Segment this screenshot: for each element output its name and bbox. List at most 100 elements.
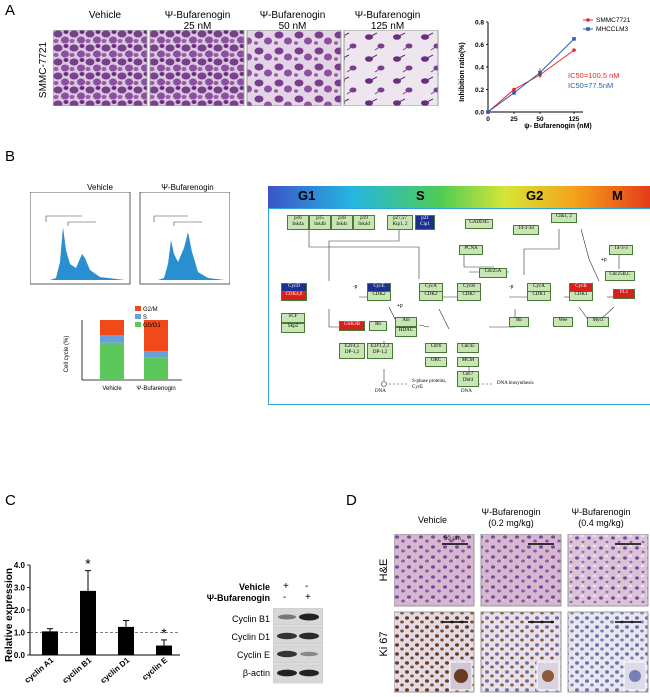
phase-m: M bbox=[612, 188, 623, 203]
phase-g2: G2 bbox=[526, 188, 544, 203]
node-hdac: HDAC bbox=[395, 327, 417, 337]
wb-bufa-lane1: - bbox=[283, 592, 287, 603]
node-e2f123: E2F1,2,3 DP-1,2 bbox=[367, 343, 393, 359]
node-cdk46: CDK4,6 bbox=[281, 291, 307, 301]
label-dna: DNA bbox=[375, 389, 386, 394]
micrograph-vehicle bbox=[53, 30, 148, 106]
row-label-text: Ki 67 bbox=[378, 631, 390, 657]
expr-ylabel: Relative expression bbox=[4, 568, 15, 662]
legend-label: SMMC7721 bbox=[596, 17, 631, 24]
series-point bbox=[512, 91, 516, 95]
legend-label: G2/M bbox=[143, 307, 158, 313]
legend-item-g2m: G2/M bbox=[135, 306, 161, 314]
node-rb: Rb bbox=[369, 321, 387, 331]
label-minus-p: -p bbox=[353, 284, 358, 290]
header-line2: 125 nM bbox=[370, 21, 405, 32]
kegg-connectors bbox=[308, 228, 623, 387]
panelA-micrographs bbox=[53, 30, 439, 106]
node-cdk1: CDK1 bbox=[527, 291, 551, 301]
line-chart-ylabel: Inhibition ratio(%) bbox=[459, 42, 466, 102]
stack-segment-G0/G1 bbox=[100, 342, 124, 380]
wb-vehicle-lane1: + bbox=[283, 581, 289, 592]
scale-bar-label: 50 μm bbox=[444, 536, 461, 542]
node-cdc45: Cdc45 bbox=[457, 343, 479, 353]
hist-title-bufa: Ψ-Bufarenogin bbox=[161, 183, 214, 192]
node-gadd45: GADD45 bbox=[465, 219, 493, 229]
cell-cycle-bar-chart: Vehicle Ψ-Bufarenogin Cell cycle (%) bbox=[64, 320, 182, 392]
histogram-vehicle bbox=[30, 192, 131, 285]
y-tick-label: 0.0 bbox=[14, 651, 26, 660]
header-line1: Ψ-Bufarenogin bbox=[164, 10, 231, 21]
y-tick-label: 3.0 bbox=[14, 584, 26, 593]
x-category-label: Ψ-Bufarenogin bbox=[136, 386, 175, 392]
stack-segment-S bbox=[144, 351, 168, 358]
bar-cyclin B1 bbox=[80, 590, 96, 655]
node-orc: ORC bbox=[425, 357, 447, 367]
node-p19: p19 Ink4d bbox=[353, 215, 375, 230]
x-category-label: cyclin E bbox=[140, 655, 169, 682]
label-plus-p: +p bbox=[397, 303, 403, 309]
significance-star: * bbox=[161, 625, 167, 641]
ic50-red: IC50=100.5 nM bbox=[568, 71, 620, 80]
series-point bbox=[572, 48, 576, 52]
stack-legend: G2/M S G0/G1 bbox=[135, 306, 161, 330]
x-tick-label: 25 bbox=[510, 116, 518, 123]
label-s-phase-proteins: S-phase proteins, CycE bbox=[412, 379, 447, 390]
node-chk12: Chk1, 2 bbox=[551, 213, 577, 223]
header-line1: Ψ-Bufarenogin bbox=[354, 10, 421, 21]
row-label-he: H&E bbox=[378, 540, 392, 610]
y-tick-label: 0.6 bbox=[475, 42, 484, 49]
node-p21: p21 Cip1 bbox=[415, 215, 435, 230]
histogram-bufa bbox=[139, 192, 230, 285]
wb-label-bufa: Ψ-Bufarenogin bbox=[206, 593, 270, 603]
micrograph-125nm bbox=[343, 30, 439, 106]
phase-s: S bbox=[416, 188, 425, 203]
panel-letter-c: C bbox=[5, 492, 16, 509]
node-cdc6: Cdc6 bbox=[425, 343, 447, 353]
node-myt1: Myt1 bbox=[587, 317, 609, 327]
node-cdk7: CDK7 bbox=[457, 291, 481, 301]
y-tick-label: 0.2 bbox=[475, 87, 484, 94]
legend-marker bbox=[586, 27, 590, 31]
flow-histograms bbox=[30, 192, 230, 285]
node-skp2: Skp2 bbox=[281, 323, 305, 333]
legend-item-s: S bbox=[135, 314, 161, 322]
x-tick-label: 0 bbox=[486, 116, 490, 123]
node-gsk3b: GSK3B bbox=[339, 321, 365, 331]
header-line1: Vehicle bbox=[417, 515, 448, 525]
phase-g1: G1 bbox=[298, 188, 316, 203]
wb-label-vehicle: Vehicle bbox=[238, 582, 270, 592]
stack-plot: Vehicle Ψ-Bufarenogin bbox=[81, 320, 182, 392]
legend-label: G0/G1 bbox=[143, 323, 161, 329]
legend-item-g0g1: G0/G1 bbox=[135, 322, 161, 330]
y-tick-label: 0.4 bbox=[475, 65, 484, 72]
node-p15: p15 Ink4b bbox=[309, 215, 331, 230]
label-dna-2: DNA bbox=[461, 389, 472, 394]
he-vehicle bbox=[394, 534, 475, 607]
header-line1: Ψ-Bufarenogin bbox=[571, 507, 631, 517]
row-label-text: SMMC-7721 bbox=[38, 41, 49, 99]
bar-cyclin A1 bbox=[42, 631, 58, 655]
stack-segment-G2/M bbox=[100, 320, 124, 335]
series-point bbox=[572, 37, 576, 41]
x-category-label: cyclin B1 bbox=[61, 655, 94, 685]
y-tick-label: 1.0 bbox=[14, 629, 26, 638]
panelD-header-02: Ψ-Bufarenogin (0.2 mg/kg) bbox=[466, 507, 556, 529]
wb-band-label: Cyclin E bbox=[236, 650, 270, 660]
node-cdk1-2: CDK1 bbox=[569, 291, 593, 301]
panelD-header-04: Ψ-Bufarenogin (0.4 mg/kg) bbox=[556, 507, 646, 529]
panel-letter-a: A bbox=[5, 2, 16, 19]
label-minus-p: -p bbox=[509, 284, 514, 290]
node-cdc25bc: Cdc25B,C bbox=[605, 271, 635, 281]
header-line2: 50 nM bbox=[278, 21, 307, 32]
x-category-label: cyclin D1 bbox=[99, 655, 132, 685]
stack-segment-G0/G1 bbox=[144, 357, 168, 380]
header-line2: (0.4 mg/kg) bbox=[578, 518, 624, 528]
node-mcm: MCM bbox=[457, 357, 479, 367]
he-04 bbox=[567, 534, 649, 607]
hist-title-vehicle: Vehicle bbox=[87, 183, 113, 192]
panelA-header-25: Ψ-Bufarenogin 25 nM bbox=[150, 10, 245, 32]
series-point bbox=[486, 110, 490, 114]
node-scf: SCF bbox=[281, 313, 305, 323]
